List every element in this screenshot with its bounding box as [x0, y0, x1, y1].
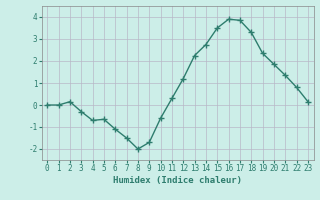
X-axis label: Humidex (Indice chaleur): Humidex (Indice chaleur) — [113, 176, 242, 185]
